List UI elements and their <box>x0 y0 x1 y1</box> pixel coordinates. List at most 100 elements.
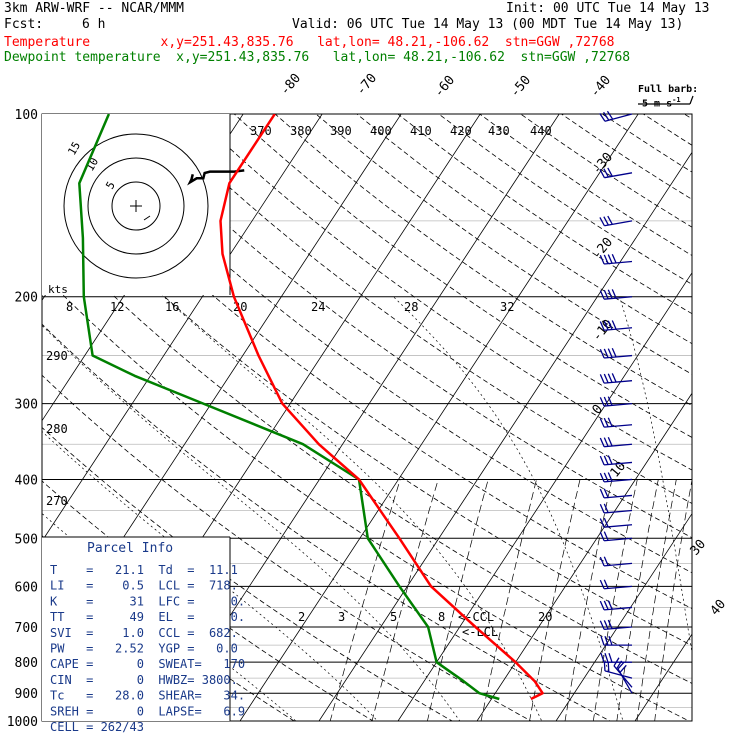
wind-barb-feather <box>607 600 613 610</box>
parcel-info-title: Parcel Info <box>87 541 173 556</box>
mixing-ratio-line <box>329 479 401 721</box>
wind-key-barb <box>638 95 694 105</box>
wind-barb-staff <box>604 524 633 528</box>
dry-adiabat <box>42 273 691 721</box>
wind-barb <box>599 373 633 384</box>
wind-barb <box>599 472 633 483</box>
parcel-info-box: Parcel Info T = 21.1 Td = 11.1 LI = 0.5 LC… <box>42 536 245 734</box>
mixing-ratio-line <box>564 479 613 721</box>
wind-barb <box>599 253 633 265</box>
wind-barb-staff <box>604 380 633 384</box>
wind-barb-staff <box>604 424 633 428</box>
isotherm-line <box>397 272 692 721</box>
wind-barb-feather <box>607 167 613 177</box>
theta-e-label: 290 <box>46 349 68 363</box>
parcel-info-row: CELL = 262/43 <box>50 720 144 734</box>
wind-barb-feather <box>607 348 613 358</box>
isotherm-line <box>42 114 323 542</box>
parcel-info-row: LI = 0.5 LCL = 718. <box>50 579 238 593</box>
theta-label: 420 <box>450 124 472 138</box>
wind-barb-feather <box>611 347 617 358</box>
wind-barb-feather <box>604 652 609 663</box>
wind-barb-feather <box>603 437 609 447</box>
dry-adiabat <box>274 114 692 406</box>
wind-barb-feather <box>603 455 609 465</box>
wind-barb-feather <box>603 320 609 331</box>
storm-motion-marker <box>143 215 151 221</box>
wind-barb <box>599 417 633 428</box>
pressure-tick-label: 800 <box>15 656 38 671</box>
dry-adiabat <box>315 114 692 375</box>
wind-barb-staff <box>604 585 633 590</box>
mixing-ratio-line <box>480 479 537 721</box>
isotherm-tick-label: -50 <box>508 73 535 101</box>
theta-label: 440 <box>530 124 552 138</box>
wind-barb-feather <box>603 348 609 358</box>
wind-barb-staff <box>604 670 633 679</box>
wind-key-label: Full barb: <box>638 84 699 95</box>
parcel-info-row: PW = 2.52 YGP = 0.0 <box>50 642 238 656</box>
wind-barb-staff <box>604 562 633 567</box>
parcel-info-row: SREH = 0 LAPSE= 6.9 <box>50 704 245 718</box>
mixing-ratio-label: 28 <box>404 300 418 314</box>
parcel-info-row: T = 21.1 Td = 11.1 <box>50 563 238 577</box>
theta-e-label: 270 <box>46 494 68 508</box>
wind-barb-feather <box>599 503 605 514</box>
wind-barb-feather <box>607 662 610 672</box>
parcel-info-row: CAPE = 0 SWEAT= 170 <box>50 657 245 671</box>
wind-barb-feather <box>603 417 609 428</box>
wind-barb-feather <box>611 253 617 264</box>
mixing-ratio-label: 16 <box>165 300 179 314</box>
wind-barb-feather <box>603 620 609 630</box>
profile-traces <box>78 114 544 701</box>
wind-barb <box>599 488 633 499</box>
wind-barb-feather <box>600 652 605 663</box>
wind-barb-feather <box>599 518 605 528</box>
theta-label: 430 <box>488 124 510 138</box>
theta-label: 400 <box>370 124 392 138</box>
moist-adiabat <box>163 296 543 721</box>
dry-adiabat <box>42 224 692 684</box>
dry-adiabat <box>192 114 692 471</box>
mixing-ratio-line <box>371 479 439 721</box>
wind-barb-feather <box>603 488 609 498</box>
wind-barb-feather <box>619 664 627 673</box>
wind-barb-feather <box>611 320 617 330</box>
dry-adiabat <box>42 323 611 721</box>
wind-barb-feather <box>607 619 613 629</box>
wind-barb-staff <box>604 402 633 407</box>
wind-barb-feather <box>603 503 609 513</box>
wind-barb-feather <box>599 255 605 265</box>
wind-barb-feather <box>599 112 606 122</box>
wind-barb-feather <box>603 579 609 589</box>
mixing-ratio-label: 2 <box>298 610 305 624</box>
parcel-info-row: Tc = 28.0 SHEAR= 34. <box>50 689 245 703</box>
dry-adiabat <box>683 114 692 120</box>
wind-barb-feather <box>604 635 609 646</box>
wind-barb-staff <box>604 327 633 331</box>
wind-barb-staff <box>604 443 633 448</box>
isotherm-tick-label: -80 <box>278 71 305 99</box>
pressure-tick-label: 900 <box>15 687 38 702</box>
pressure-tick-label: 700 <box>15 621 38 636</box>
dewpoint-trace <box>78 114 500 701</box>
wind-barb-feather <box>603 472 609 482</box>
wind-barb-feather <box>599 169 605 178</box>
parcel-box-background <box>42 537 230 721</box>
wind-barb-feather <box>603 216 609 226</box>
temperature-legend: Temperature x,y=251.43,835.76 lat,lon= 4… <box>4 35 615 50</box>
parcel-info-row: TT = 49 EL = 0. <box>50 610 245 624</box>
dry-adiabat <box>42 127 692 610</box>
init-time: Init: 00 UTC Tue 14 May 13 <box>506 1 710 16</box>
wind-barb-feather <box>607 320 613 330</box>
dry-adiabat <box>560 114 692 200</box>
wind-barb-feather <box>611 373 617 383</box>
wind-barb <box>599 320 633 331</box>
mixing-ratio-line <box>427 479 489 721</box>
pressure-tick-label: 600 <box>15 580 38 595</box>
mixing-ratio-line <box>616 479 659 721</box>
wind-barb-feather <box>599 488 605 499</box>
moist-adiabat <box>42 431 379 721</box>
moist-adiabat <box>42 324 461 721</box>
